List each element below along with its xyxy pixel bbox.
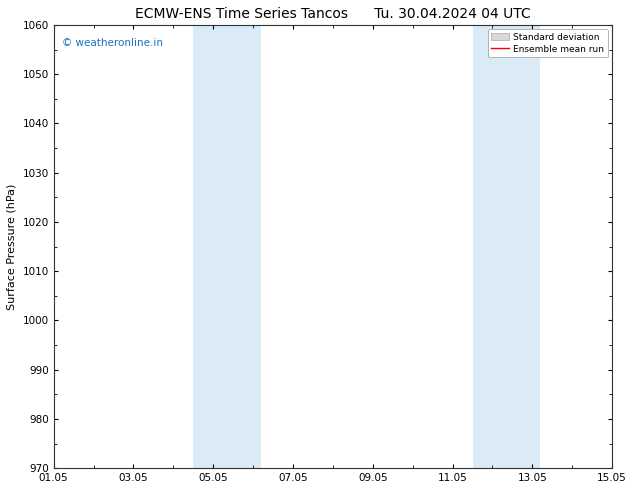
Y-axis label: Surface Pressure (hPa): Surface Pressure (hPa) [7, 183, 17, 310]
Text: © weatheronline.in: © weatheronline.in [62, 38, 163, 48]
Title: ECMW-ENS Time Series Tancos      Tu. 30.04.2024 04 UTC: ECMW-ENS Time Series Tancos Tu. 30.04.20… [135, 7, 531, 21]
Legend: Standard deviation, Ensemble mean run: Standard deviation, Ensemble mean run [488, 29, 607, 57]
Bar [193, 25, 261, 468]
Bar [472, 25, 540, 468]
